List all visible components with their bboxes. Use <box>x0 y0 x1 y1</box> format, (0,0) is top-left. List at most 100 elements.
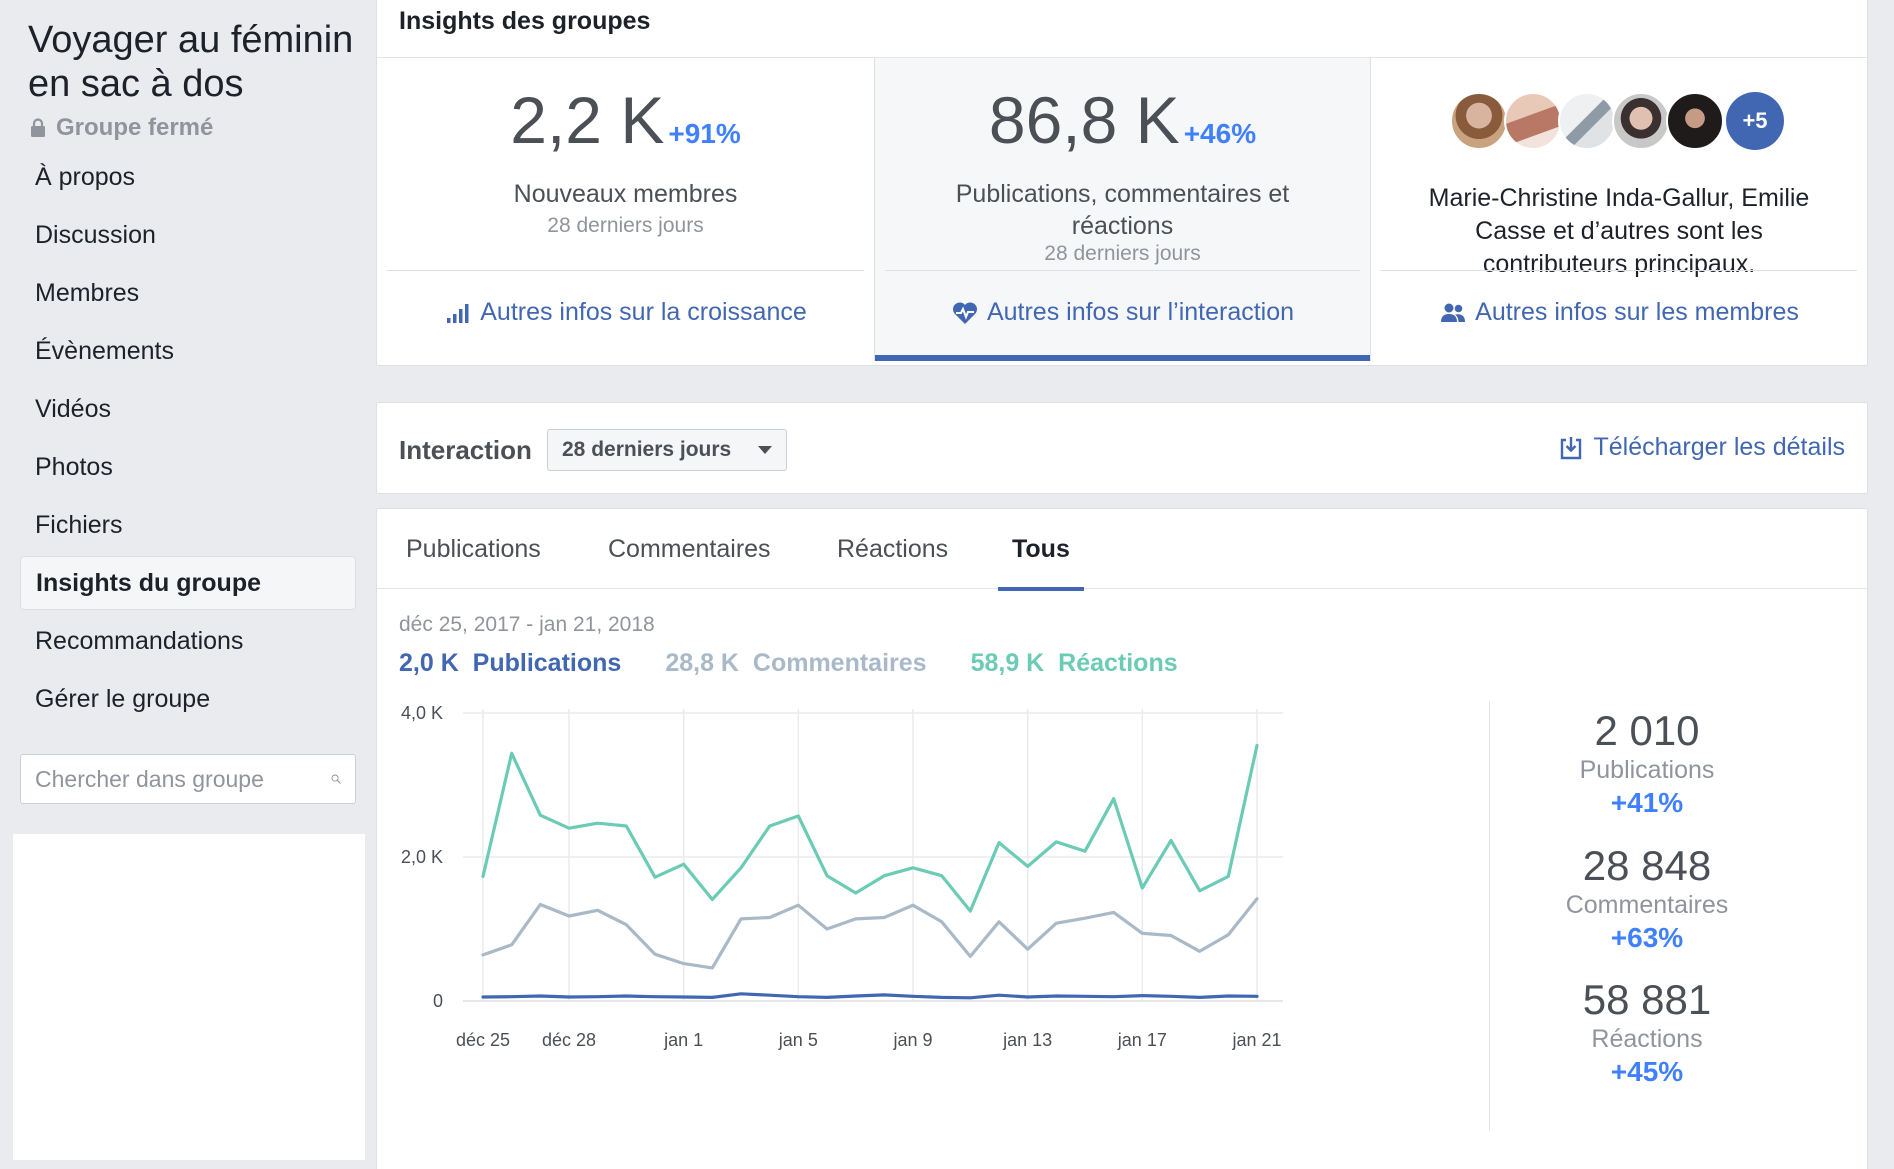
summary-publications-delta: +41% <box>1610 787 1684 818</box>
tab-all[interactable]: Tous <box>998 535 1084 591</box>
nav-item-members[interactable]: Membres <box>35 278 140 307</box>
interaction-chart-card: Publications Commentaires Réactions Tous… <box>376 508 1868 1169</box>
group-type-label: Groupe fermé <box>56 114 214 141</box>
group-insights-card: Insights des groupes 2,2 K +91% Nouveaux … <box>376 0 1868 366</box>
posts-interactions-stat: 86,8 K +46% Publications, commentaires et… <box>874 58 1371 361</box>
search-icon[interactable] <box>331 766 341 792</box>
new-members-stat: 2,2 K +91% Nouveaux membres 28 derniers j… <box>377 58 874 361</box>
legend-reactions[interactable]: 58,9 K Réactions <box>971 649 1178 678</box>
x-tick-label: jan 1 <box>663 1030 703 1050</box>
tab-reactions[interactable]: Réactions <box>837 535 949 563</box>
group-search-input[interactable] <box>35 765 331 793</box>
chart-legend: 2,0 K Publications 28,8 K Commentaires 5… <box>399 649 1178 678</box>
legend-comments-name: Commentaires <box>752 649 927 677</box>
x-tick-label: jan 13 <box>1002 1030 1052 1050</box>
y-tick-label: 0 <box>433 991 443 1011</box>
group-search <box>20 754 356 804</box>
nav-item-files[interactable]: Fichiers <box>35 510 123 539</box>
nav-item-videos[interactable]: Vidéos <box>35 394 111 423</box>
divider <box>387 270 864 271</box>
members-info-link[interactable]: Autres infos sur les membres <box>1371 298 1867 327</box>
summary-comments: 28 848 Commentaires +63% <box>1497 842 1797 956</box>
summary-publications-label: Publications <box>1579 756 1715 784</box>
legend-comments[interactable]: 28,8 K Commentaires <box>665 649 926 678</box>
top-contributors-text: Marie-Christine Inda-Gallur, Emilie Cass… <box>1428 184 1810 278</box>
legend-publications[interactable]: 2,0 K Publications <box>399 649 621 678</box>
divider <box>377 57 1867 58</box>
x-tick-label: déc 28 <box>542 1030 596 1050</box>
legend-reactions-value: 58,9 K <box>970 649 1045 677</box>
avatar[interactable] <box>1450 92 1508 150</box>
x-tick-label: jan 17 <box>1117 1030 1167 1050</box>
posts-delta: +46% <box>1183 118 1257 149</box>
growth-info-link[interactable]: Autres infos sur la croissance <box>377 298 874 327</box>
interaction-info-label: Autres infos sur l’interaction <box>986 298 1295 326</box>
nav-item-manage-group[interactable]: Gérer le groupe <box>35 684 211 713</box>
series-line-commentaires <box>481 897 1259 970</box>
chart-tabs: Publications Commentaires Réactions Tous <box>377 509 1867 591</box>
summary-publications-value: 2 010 <box>1594 707 1700 754</box>
nav-item-discussion[interactable]: Discussion <box>35 220 156 249</box>
caret-down-icon <box>758 446 772 454</box>
tab-publications[interactable]: Publications <box>406 535 541 563</box>
group-sidebar: Voyager au féminin en sac à dos Groupe f… <box>0 0 372 1169</box>
summary-publications: 2 010 Publications +41% <box>1497 707 1797 821</box>
period-dropdown-value: 28 derniers jours <box>562 438 732 461</box>
legend-publications-value: 2,0 K <box>399 649 459 677</box>
nav-item-events[interactable]: Évènements <box>35 336 174 365</box>
series-line-publications <box>481 992 1259 1000</box>
group-nav: À propos Discussion Membres Évènements V… <box>20 150 356 730</box>
avatar[interactable] <box>1558 92 1616 150</box>
interaction-info-link[interactable]: Autres infos sur l’interaction <box>875 298 1370 327</box>
summary-comments-value: 28 848 <box>1582 842 1712 889</box>
divider <box>1381 270 1857 271</box>
posts-period: 28 derniers jours <box>1044 242 1201 265</box>
summary-reactions-value: 58 881 <box>1582 976 1712 1023</box>
nav-item-about[interactable]: À propos <box>35 162 136 191</box>
heart-pulse-icon <box>952 301 977 324</box>
bar-chart-icon <box>447 303 469 323</box>
nav-item-photos[interactable]: Photos <box>35 452 113 481</box>
new-members-figure: 2,2 K +91% <box>377 82 874 158</box>
growth-info-label: Autres infos sur la croissance <box>480 298 807 326</box>
nav-item-group-insights[interactable]: Insights du groupe <box>20 556 356 610</box>
x-tick-label: jan 21 <box>1231 1030 1281 1050</box>
summary-comments-label: Commentaires <box>1565 891 1729 919</box>
summary-reactions: 58 881 Réactions +45% <box>1497 976 1797 1090</box>
x-tick-label: jan 5 <box>778 1030 818 1050</box>
new-members-value: 2,2 K <box>510 83 665 157</box>
x-tick-label: jan 9 <box>892 1030 932 1050</box>
members-info-label: Autres infos sur les membres <box>1475 298 1799 326</box>
group-privacy: Groupe fermé <box>30 114 213 142</box>
x-tick-label: déc 25 <box>456 1030 510 1050</box>
new-members-label: Nouveaux membres <box>513 180 738 208</box>
summary-reactions-label: Réactions <box>1591 1025 1703 1053</box>
nav-item-recommendations[interactable]: Recommandations <box>35 626 244 655</box>
lock-icon <box>31 118 45 137</box>
interaction-title: Interaction <box>399 435 532 465</box>
posts-label: Publications, commentaires et réactions <box>955 180 1290 240</box>
group-name[interactable]: Voyager au féminin en sac à dos <box>28 19 354 105</box>
posts-figure: 86,8 K +46% <box>875 82 1370 158</box>
tab-comments[interactable]: Commentaires <box>608 535 771 563</box>
top-contributors-stat: +5 Marie-Christine Inda-Gallur, Emilie C… <box>1371 58 1867 361</box>
chart-separator <box>1489 701 1490 1131</box>
avatar[interactable] <box>1504 92 1562 150</box>
download-details-link[interactable]: Télécharger les détails <box>1559 433 1845 462</box>
period-dropdown[interactable]: 28 derniers jours <box>547 429 787 471</box>
download-details-label: Télécharger les détails <box>1593 433 1845 461</box>
contributor-avatars: +5 <box>1371 92 1867 150</box>
legend-publications-name: Publications <box>472 649 622 677</box>
new-members-period: 28 derniers jours <box>547 214 704 237</box>
avatar[interactable] <box>1612 92 1670 150</box>
active-indicator <box>875 355 1370 361</box>
more-contributors-badge[interactable]: +5 <box>1726 92 1784 150</box>
series-line-reactions <box>481 743 1259 913</box>
interaction-header-card: Interaction 28 derniers jours Télécharge… <box>376 402 1868 494</box>
legend-comments-value: 28,8 K <box>665 649 739 677</box>
legend-reactions-name: Réactions <box>1058 649 1178 677</box>
insights-title: Insights des groupes <box>399 7 651 35</box>
new-members-delta: +91% <box>668 118 741 149</box>
y-tick-label: 2,0 K <box>401 847 443 867</box>
avatar[interactable] <box>1666 92 1724 150</box>
